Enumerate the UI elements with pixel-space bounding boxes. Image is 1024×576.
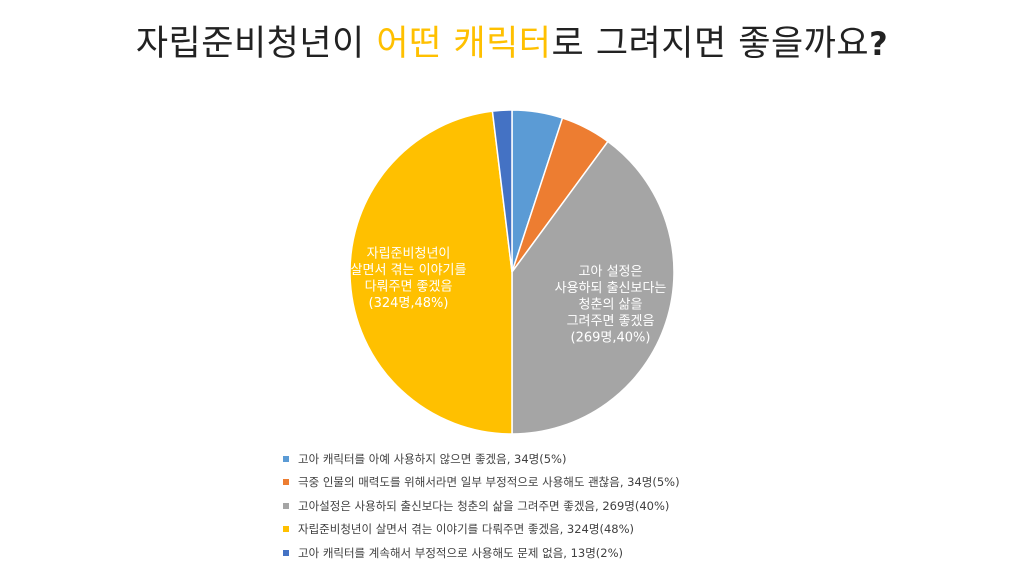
legend-item: 자립준비청년이 살면서 겪는 이야기를 다뤄주면 좋겠음, 324명(48%)	[283, 518, 680, 542]
data-label-line: 청춘의 삶을	[579, 297, 643, 312]
data-label-line: 자립준비청년이	[367, 247, 451, 262]
legend-label: 고아 캐릭터를 아예 사용하지 않으면 좋겠음, 34명(5%)	[298, 451, 567, 466]
legend-swatch	[283, 479, 289, 486]
chart-title: 자립준비청년이 어떤 캐릭터로 그려지면 좋을까요?	[0, 20, 1024, 68]
legend-item: 고아설정은 사용하되 출신보다는 청춘의 삶을 그려주면 좋겠음, 269명(4…	[283, 494, 680, 518]
legend-item: 고아 캐릭터를 아예 사용하지 않으면 좋겠음, 34명(5%)	[283, 447, 680, 471]
data-label-line: 살면서 겪는 이야기를	[351, 263, 467, 278]
legend-label: 자립준비청년이 살면서 겪는 이야기를 다뤄주면 좋겠음, 324명(48%)	[298, 522, 634, 537]
legend-item: 고아 캐릭터를 계속해서 부정적으로 사용해도 문제 없음, 13명(2%)	[283, 541, 680, 565]
data-label-line: 다뤄주면 좋겠음	[365, 280, 453, 295]
chart-legend: 고아 캐릭터를 아예 사용하지 않으면 좋겠음, 34명(5%) 극중 인물의 매…	[283, 447, 680, 565]
title-question-mark: ?	[869, 25, 889, 63]
title-part-2: 로 그려지면 좋을까요	[551, 24, 870, 64]
slice-negative-no-problem	[491, 109, 513, 273]
slice-orphan-setting-youth-life	[511, 140, 675, 435]
legend-label: 고아설정은 사용하되 출신보다는 청춘의 삶을 그려주면 좋겠음, 269명(4…	[298, 498, 670, 513]
legend-swatch	[283, 526, 289, 533]
legend-label: 고아 캐릭터를 계속해서 부정적으로 사용해도 문제 없음, 13명(2%)	[298, 545, 624, 560]
title-highlight: 어떤 캐릭터	[376, 24, 552, 64]
legend-label: 극중 인물의 매력도를 위해서라면 일부 부정적으로 사용해도 괜찮음, 34명…	[298, 475, 680, 490]
legend-item: 극중 인물의 매력도를 위해서라면 일부 부정적으로 사용해도 괜찮음, 34명…	[283, 471, 680, 495]
legend-swatch	[283, 455, 289, 462]
slice-real-stories	[349, 110, 513, 435]
data-label-line: (269명,40%)	[571, 330, 651, 345]
data-label-line: 그려주면 좋겠음	[567, 314, 655, 329]
legend-swatch	[283, 502, 289, 509]
data-label-line: 고아 설정은	[579, 264, 643, 279]
legend-swatch	[283, 549, 289, 556]
data-label-line: (324명,48%)	[369, 296, 449, 311]
title-part-1: 자립준비청년이	[135, 24, 377, 64]
data-label-line: 사용하되 출신보다는	[555, 281, 667, 296]
